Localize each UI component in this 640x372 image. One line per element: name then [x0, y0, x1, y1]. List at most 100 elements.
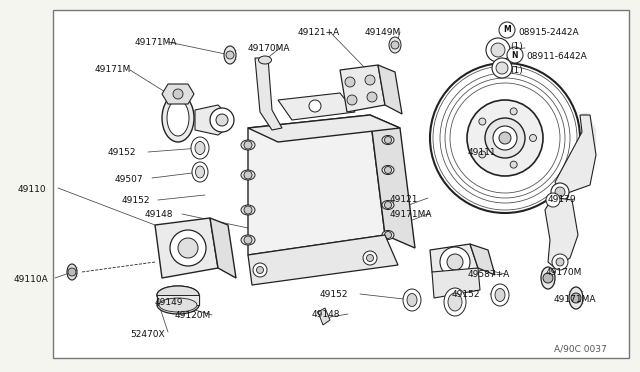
Text: 49110A: 49110A — [14, 275, 49, 284]
Circle shape — [496, 62, 508, 74]
Circle shape — [253, 263, 267, 277]
Circle shape — [365, 75, 375, 85]
Circle shape — [367, 254, 374, 262]
Text: 49587+A: 49587+A — [468, 270, 510, 279]
Text: 49152: 49152 — [108, 148, 136, 157]
Circle shape — [555, 187, 565, 197]
Ellipse shape — [195, 166, 205, 178]
Ellipse shape — [241, 140, 255, 150]
Circle shape — [244, 206, 252, 214]
Circle shape — [467, 100, 543, 176]
Circle shape — [556, 258, 564, 266]
Ellipse shape — [241, 205, 255, 215]
Circle shape — [216, 114, 228, 126]
Text: 49121+A: 49121+A — [298, 28, 340, 37]
Circle shape — [244, 171, 252, 179]
Ellipse shape — [67, 264, 77, 280]
Circle shape — [385, 202, 392, 208]
Circle shape — [479, 151, 486, 158]
Text: 49171MA: 49171MA — [135, 38, 177, 47]
Circle shape — [499, 132, 511, 144]
Circle shape — [491, 43, 505, 57]
Polygon shape — [545, 198, 578, 268]
Circle shape — [493, 126, 517, 150]
Text: 49110: 49110 — [18, 185, 47, 194]
Circle shape — [440, 247, 470, 277]
Circle shape — [367, 92, 377, 102]
Text: (1): (1) — [510, 42, 523, 51]
Text: 49507: 49507 — [115, 175, 143, 184]
Ellipse shape — [224, 46, 236, 64]
Polygon shape — [470, 244, 495, 275]
Polygon shape — [555, 115, 596, 195]
Text: 49120M: 49120M — [175, 311, 211, 320]
Ellipse shape — [569, 287, 583, 309]
Ellipse shape — [195, 141, 205, 154]
Circle shape — [210, 108, 234, 132]
Circle shape — [551, 183, 569, 201]
Text: 49121: 49121 — [390, 195, 419, 204]
Circle shape — [173, 89, 183, 99]
Text: 49152: 49152 — [122, 196, 150, 205]
Ellipse shape — [444, 288, 466, 316]
Ellipse shape — [403, 289, 421, 311]
Circle shape — [479, 118, 486, 125]
Text: (1): (1) — [510, 66, 523, 75]
Ellipse shape — [241, 235, 255, 245]
Text: 49152: 49152 — [452, 290, 481, 299]
Ellipse shape — [191, 137, 209, 159]
Polygon shape — [340, 65, 385, 112]
Ellipse shape — [157, 296, 199, 314]
Text: 49149M: 49149M — [365, 28, 401, 37]
Circle shape — [257, 266, 264, 273]
Text: M: M — [503, 26, 511, 35]
Polygon shape — [278, 93, 355, 120]
Circle shape — [546, 193, 560, 207]
Circle shape — [529, 135, 536, 141]
Polygon shape — [378, 65, 402, 114]
Circle shape — [507, 47, 523, 63]
Circle shape — [492, 58, 512, 78]
Polygon shape — [248, 115, 385, 255]
Text: 49171MA: 49171MA — [554, 295, 596, 304]
Ellipse shape — [241, 170, 255, 180]
Circle shape — [391, 41, 399, 49]
Ellipse shape — [157, 286, 199, 304]
Text: 08915-2442A: 08915-2442A — [518, 28, 579, 37]
Circle shape — [510, 108, 517, 115]
Text: 49170M: 49170M — [546, 268, 582, 277]
Polygon shape — [248, 235, 398, 285]
Circle shape — [385, 231, 392, 238]
Text: 49149: 49149 — [155, 298, 184, 307]
Text: 49170MA: 49170MA — [248, 44, 291, 53]
Polygon shape — [432, 268, 480, 298]
Ellipse shape — [259, 56, 271, 64]
Text: 49111: 49111 — [468, 148, 497, 157]
Polygon shape — [430, 244, 478, 278]
Circle shape — [485, 118, 525, 158]
Ellipse shape — [491, 284, 509, 306]
Circle shape — [345, 77, 355, 87]
Polygon shape — [210, 218, 236, 278]
Ellipse shape — [448, 293, 462, 311]
Circle shape — [385, 137, 392, 144]
Bar — [157, 295, 199, 305]
Ellipse shape — [495, 289, 505, 301]
Circle shape — [309, 100, 321, 112]
Polygon shape — [248, 115, 400, 142]
Text: 49171MA: 49171MA — [390, 210, 433, 219]
Ellipse shape — [192, 162, 208, 182]
Circle shape — [499, 22, 515, 38]
Polygon shape — [255, 58, 282, 130]
Circle shape — [363, 251, 377, 265]
Circle shape — [543, 273, 553, 283]
Polygon shape — [162, 84, 194, 104]
Circle shape — [385, 167, 392, 173]
Circle shape — [430, 63, 580, 213]
Circle shape — [170, 230, 206, 266]
Circle shape — [178, 238, 198, 258]
Ellipse shape — [167, 100, 189, 136]
Circle shape — [244, 141, 252, 149]
Polygon shape — [370, 115, 415, 248]
Ellipse shape — [389, 37, 401, 53]
